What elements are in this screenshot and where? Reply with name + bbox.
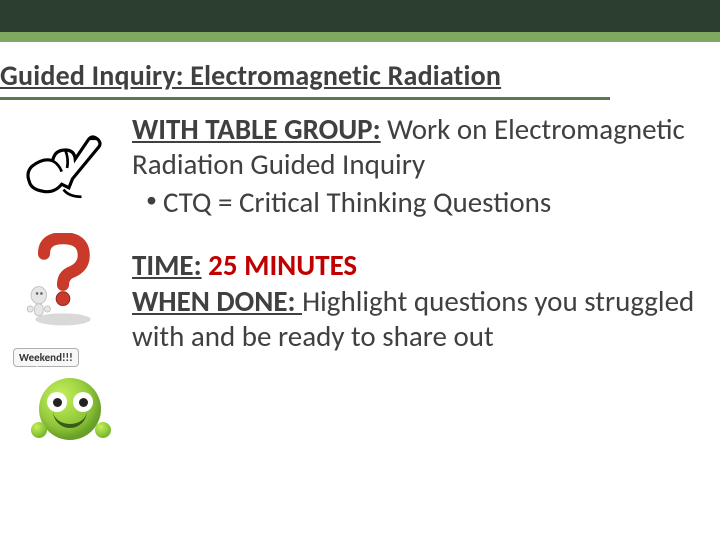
question-mark-figure-icon — [13, 233, 113, 328]
emoji-face — [39, 378, 101, 440]
bullet-dot: • — [146, 185, 157, 216]
question-figure-svg — [18, 233, 108, 328]
content-area: Weekend!!! WITH TABLE GROUP: Work on Ele… — [0, 112, 720, 441]
instruction-block-2: TIME: 25 MINUTES WHEN DONE: Highlight qu… — [132, 248, 708, 354]
icon-column: Weekend!!! — [0, 112, 120, 441]
bubble-text: Weekend!!! — [19, 351, 73, 364]
group-lead: WITH TABLE GROUP: — [132, 111, 381, 147]
header-accent-bar — [0, 32, 720, 42]
header-dark-bar — [0, 0, 720, 32]
header-band — [0, 0, 720, 42]
time-lead: TIME: — [132, 247, 202, 283]
done-lead: WHEN DONE: — [132, 283, 302, 319]
instruction-block-1: WITH TABLE GROUP: Work on Electromagneti… — [132, 112, 708, 220]
text-column: WITH TABLE GROUP: Work on Electromagneti… — [120, 112, 720, 441]
time-value: 25 MINUTES — [202, 247, 358, 283]
speech-bubble: Weekend!!! — [13, 348, 79, 367]
bullet-row: • CTQ = Critical Thinking Questions — [132, 185, 708, 220]
weekend-emoji-icon: Weekend!!! — [13, 346, 113, 441]
writing-hand-svg — [16, 123, 111, 213]
bullet-text: CTQ = Critical Thinking Questions — [163, 185, 551, 220]
title-bar: Guided Inquiry: Electromagnetic Radiatio… — [0, 58, 610, 100]
slide-title: Guided Inquiry: Electromagnetic Radiatio… — [0, 58, 610, 93]
writing-hand-icon — [13, 120, 113, 215]
